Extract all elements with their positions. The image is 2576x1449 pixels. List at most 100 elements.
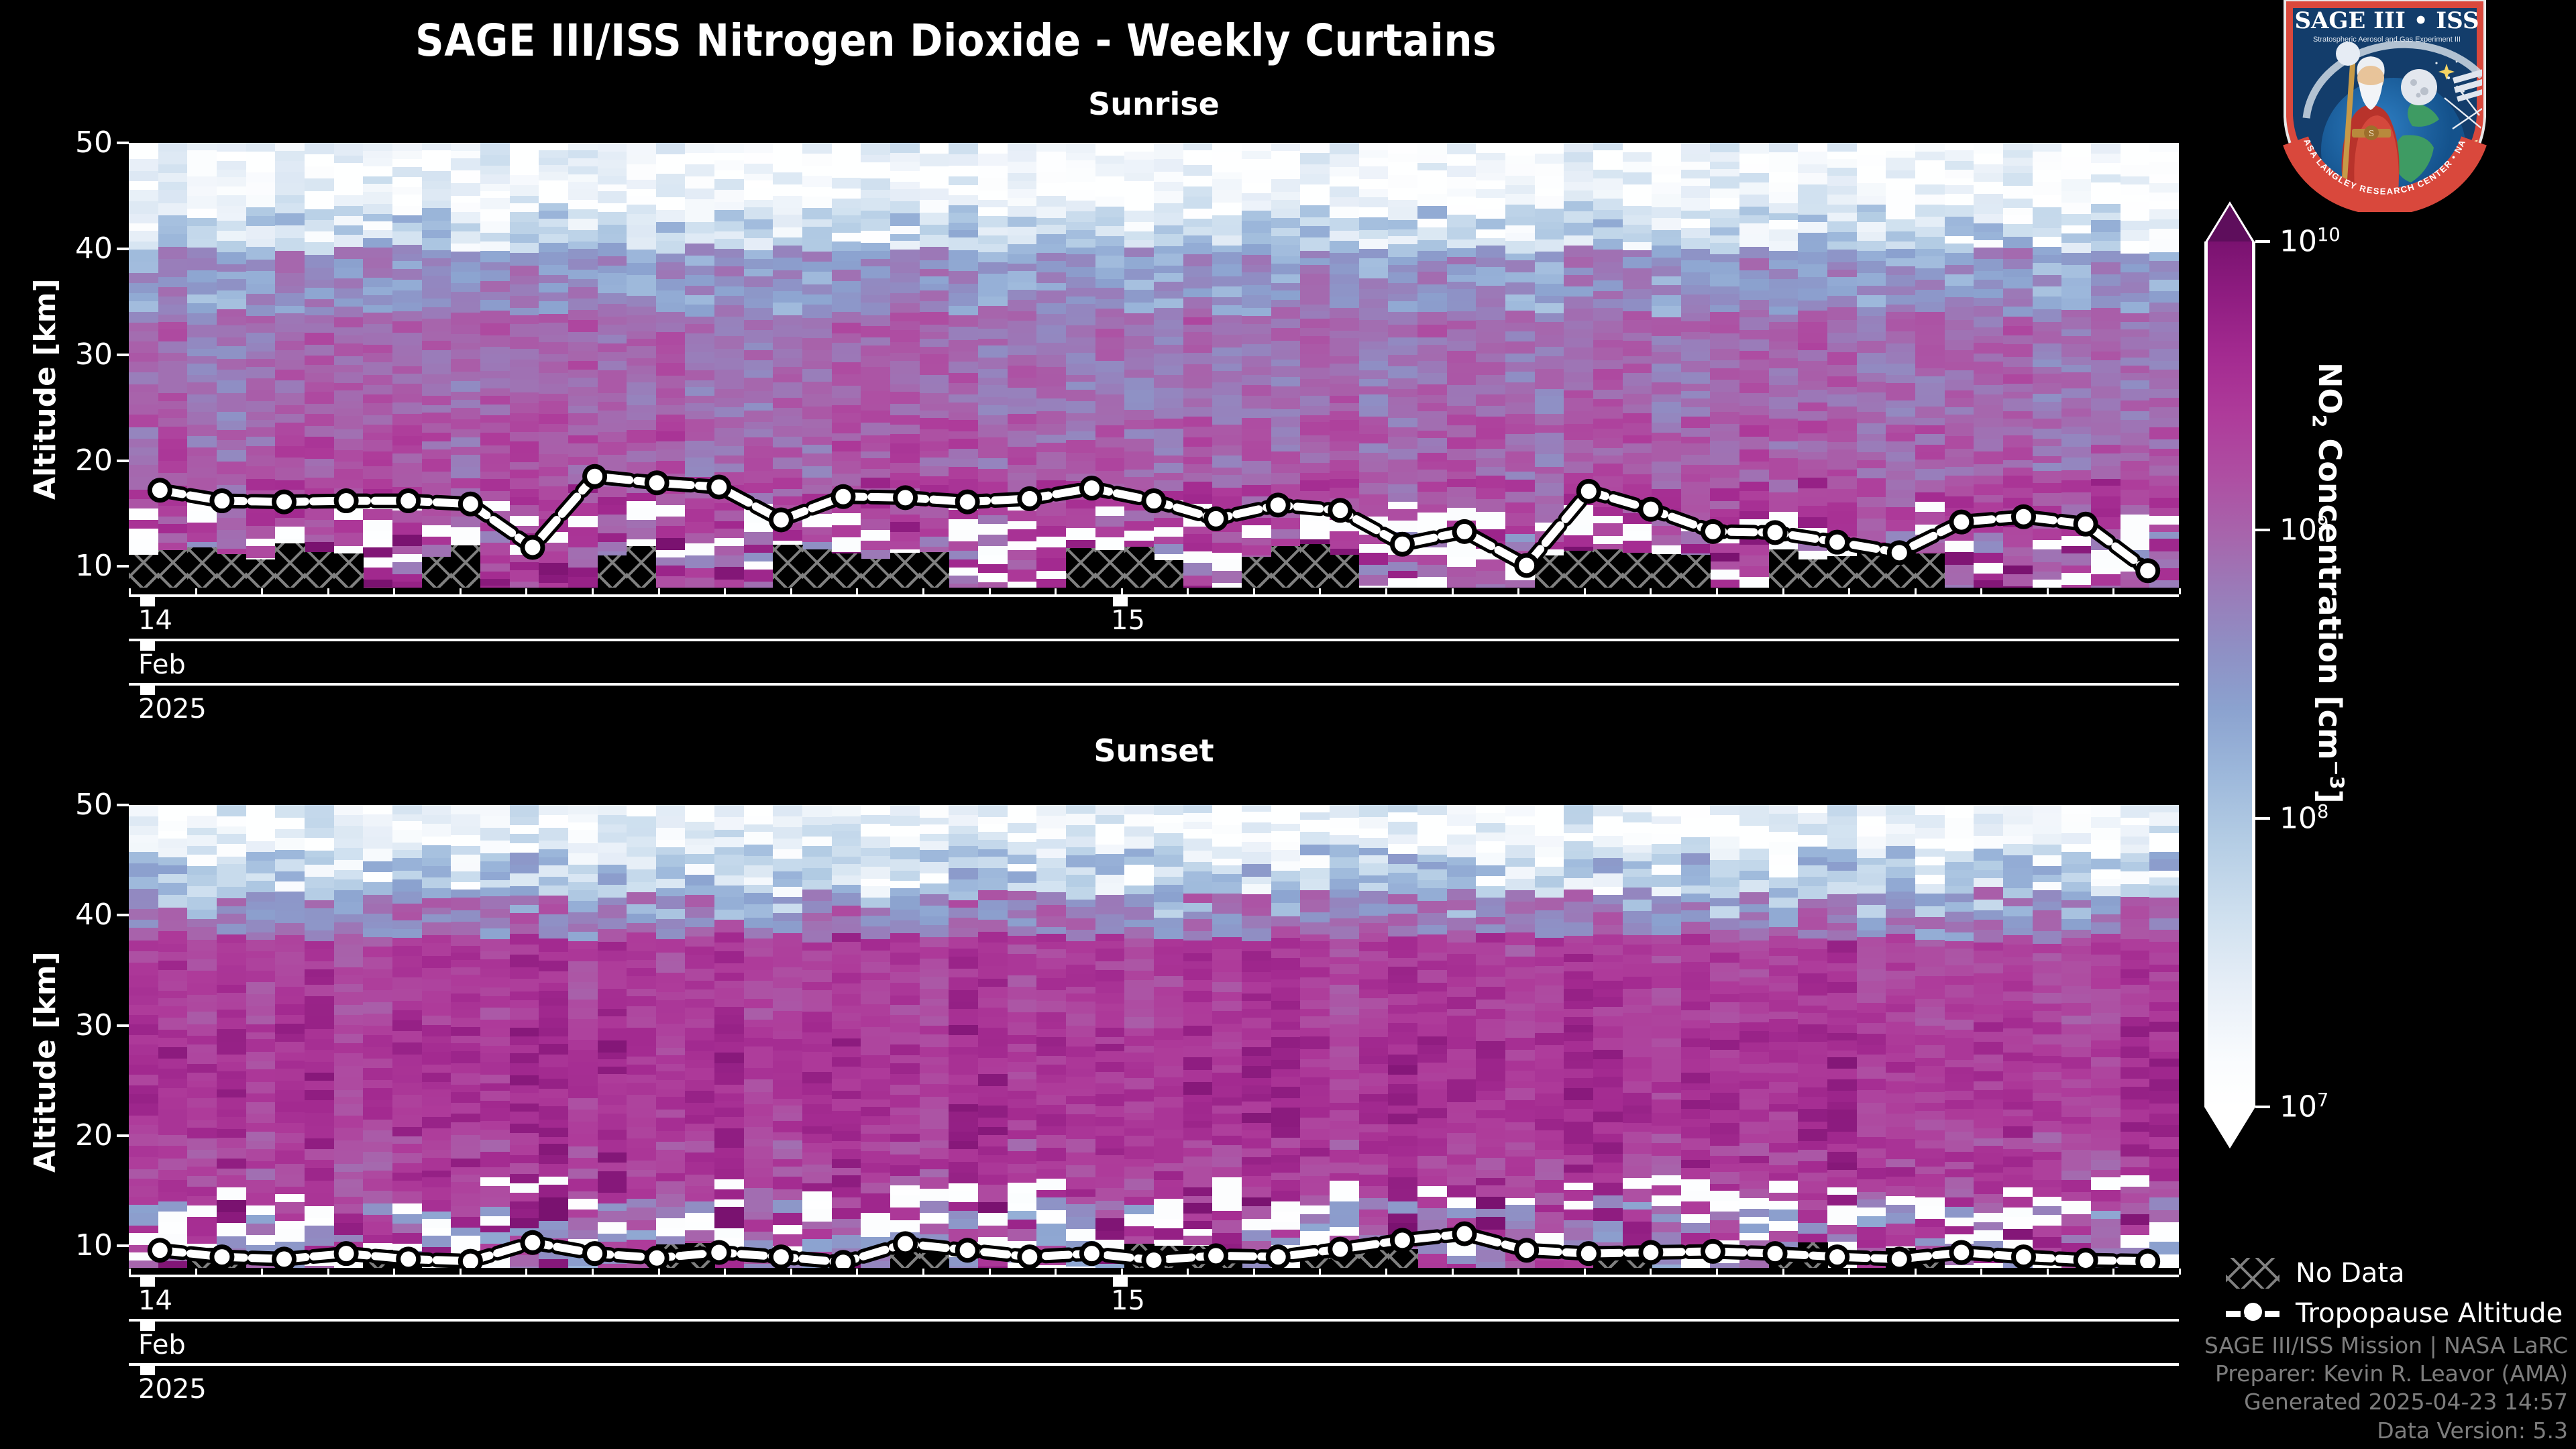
profile-column bbox=[334, 805, 364, 1268]
no-data-cell bbox=[1827, 556, 1857, 588]
profile-column bbox=[275, 805, 305, 1268]
date-axis-rule bbox=[129, 639, 2179, 641]
no-data-cell bbox=[1066, 548, 1095, 588]
profile-column bbox=[685, 805, 714, 1268]
no-data-cell bbox=[1183, 1246, 1213, 1268]
profile-column bbox=[1300, 805, 1330, 1268]
profile-column bbox=[2061, 805, 2091, 1268]
y-tick-mark bbox=[117, 914, 129, 916]
colorbar-tick-mark bbox=[2255, 817, 2270, 820]
profile-column bbox=[627, 143, 656, 588]
profile-column bbox=[422, 143, 451, 588]
profile-column bbox=[129, 143, 158, 588]
profile-column bbox=[451, 805, 480, 1268]
profile-column bbox=[480, 805, 510, 1268]
svg-text:S: S bbox=[2369, 129, 2374, 138]
y-tick-label: 10 bbox=[39, 549, 113, 583]
no-data-cell bbox=[334, 553, 364, 588]
profile-column bbox=[802, 805, 832, 1268]
no-data-cell bbox=[1095, 550, 1125, 588]
profile-column bbox=[422, 805, 451, 1268]
profile-column bbox=[1564, 805, 1593, 1268]
no-data-cell bbox=[1593, 549, 1623, 588]
colorbar-tick-label: 107 bbox=[2279, 1090, 2328, 1124]
footer-line-version: Data Version: 5.3 bbox=[2204, 1417, 2568, 1445]
profile-column bbox=[890, 805, 920, 1268]
profile-column bbox=[1066, 805, 1095, 1268]
date-axis-rule bbox=[129, 594, 2179, 597]
page-title: SAGE III/ISS Nitrogen Dioxide - Weekly C… bbox=[0, 15, 1912, 66]
profile-column bbox=[451, 143, 480, 588]
y-tick-mark bbox=[117, 804, 129, 806]
colorbar-tick-mark bbox=[2255, 529, 2270, 531]
no-data-cell bbox=[305, 552, 334, 588]
no-data-cell bbox=[1681, 555, 1711, 588]
profile-column bbox=[1739, 805, 1769, 1268]
profile-column bbox=[1476, 805, 1505, 1268]
sunset-heatmap[interactable] bbox=[129, 805, 2179, 1268]
sunrise-heatmap[interactable] bbox=[129, 143, 2179, 588]
profile-column bbox=[1739, 143, 1769, 588]
profile-column bbox=[158, 805, 188, 1268]
no-data-cell bbox=[1564, 551, 1593, 588]
profile-column bbox=[1359, 143, 1389, 588]
date-axis-rule bbox=[129, 1319, 2179, 1322]
profile-column bbox=[1710, 143, 1739, 588]
y-tick-mark bbox=[117, 142, 129, 144]
date-axis-label: Feb bbox=[138, 649, 186, 680]
profile-column bbox=[744, 143, 773, 588]
profile-column bbox=[1535, 143, 1564, 588]
profile-column bbox=[305, 805, 334, 1268]
colorbar-top-arrow bbox=[2204, 201, 2255, 243]
profile-column bbox=[1652, 805, 1681, 1268]
profile-column bbox=[627, 805, 656, 1268]
no-data-cell bbox=[1886, 553, 1915, 588]
profile-column bbox=[1036, 805, 1066, 1268]
profile-column bbox=[334, 143, 364, 588]
profile-column bbox=[598, 143, 627, 588]
profile-column bbox=[1300, 143, 1330, 588]
no-data-cell bbox=[1388, 1249, 1417, 1268]
no-data-cell bbox=[1330, 1250, 1359, 1268]
legend-label-tropopause: Tropopause Altitude bbox=[2296, 1298, 2563, 1329]
y-tick-mark bbox=[117, 1134, 129, 1137]
profile-column bbox=[1827, 143, 1857, 588]
y-tick-label: 30 bbox=[39, 1008, 113, 1042]
profile-column bbox=[217, 143, 246, 588]
colorbar-tick-label: 108 bbox=[2279, 802, 2328, 836]
no-data-cell bbox=[802, 549, 832, 588]
profile-column bbox=[1417, 143, 1447, 588]
profile-column bbox=[1447, 143, 1477, 588]
no-data-cell bbox=[598, 555, 627, 588]
y-tick-label: 20 bbox=[39, 443, 113, 478]
no-data-cell bbox=[656, 1244, 686, 1268]
legend-item-tropopause: Tropopause Altitude bbox=[2226, 1298, 2563, 1329]
date-axis-label: 14 bbox=[138, 605, 172, 636]
no-data-cell bbox=[1769, 1250, 1799, 1268]
date-axis-rule bbox=[129, 1275, 2179, 1277]
profile-column bbox=[1593, 143, 1623, 588]
profile-column bbox=[920, 143, 949, 588]
profile-column bbox=[949, 805, 978, 1268]
no-data-cell bbox=[1798, 1242, 1827, 1268]
profile-column bbox=[1095, 805, 1125, 1268]
profile-column bbox=[1769, 805, 1799, 1268]
profile-column bbox=[2149, 805, 2179, 1268]
profile-column bbox=[510, 143, 539, 588]
colorbar-tick-label: 1010 bbox=[2279, 225, 2341, 259]
profile-column bbox=[217, 805, 246, 1268]
date-axis-label: 2025 bbox=[138, 1374, 207, 1405]
colorbar-title: NO2 Concentration [cm−3] bbox=[2308, 362, 2348, 804]
no-data-cell bbox=[1359, 1244, 1389, 1268]
profile-column bbox=[2003, 805, 2033, 1268]
no-data-cell bbox=[1300, 544, 1330, 588]
profile-column bbox=[1681, 805, 1711, 1268]
no-data-cell bbox=[1886, 1248, 1915, 1268]
profile-column bbox=[480, 143, 510, 588]
no-data-cell bbox=[1330, 555, 1359, 588]
profile-column bbox=[2121, 143, 2150, 588]
colorbar[interactable] bbox=[2204, 201, 2255, 1147]
no-data-cell bbox=[890, 1249, 920, 1268]
profile-column bbox=[539, 805, 568, 1268]
profile-column bbox=[392, 143, 422, 588]
